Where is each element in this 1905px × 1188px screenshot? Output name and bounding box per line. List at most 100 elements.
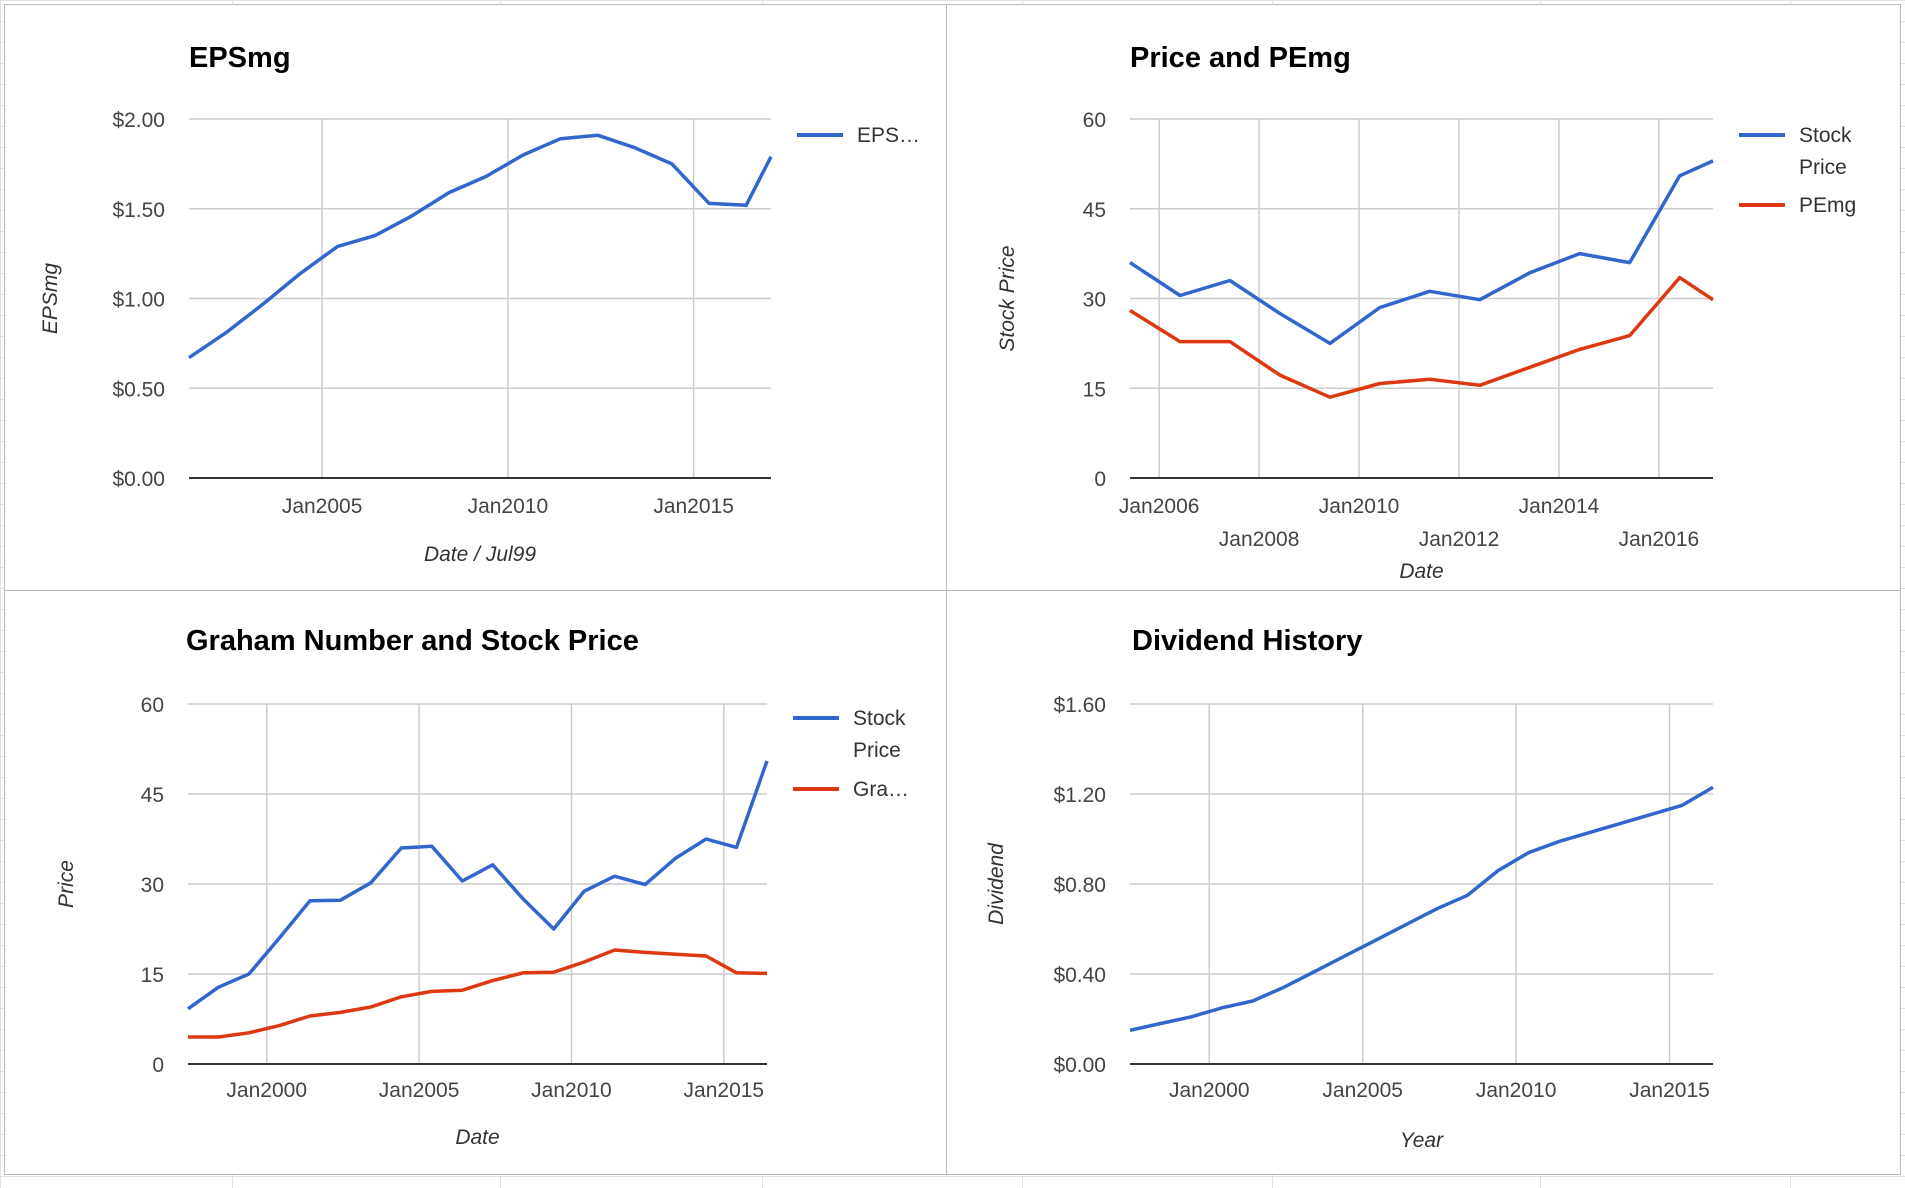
x-tick-label: Jan2008 xyxy=(1219,528,1300,551)
legend-label[interactable]: PEmg xyxy=(1799,194,1856,217)
data-point xyxy=(335,244,339,248)
y-tick-label: $0.00 xyxy=(112,468,165,491)
data-point xyxy=(1373,938,1377,942)
data-point xyxy=(595,133,599,137)
data-point xyxy=(247,1031,251,1035)
y-axis-title: Dividend xyxy=(985,842,1008,925)
chart-panel-epsmg[interactable]: EPSmg $0.00 $0.50 $1.00 $1.50 $2.00 Jan2005 Jan… xyxy=(4,4,948,592)
y-tick-label: $1.60 xyxy=(1053,694,1106,717)
series-line xyxy=(188,133,773,360)
data-point xyxy=(1578,347,1582,351)
data-point xyxy=(1378,381,1382,385)
data-point xyxy=(1228,339,1232,343)
data-point xyxy=(765,759,769,763)
chart-panel-price-and-pemg[interactable]: Price and PEmg 0 15 30 45 60 Jan2006 Jan2008 Jan… xyxy=(946,4,1901,592)
data-point xyxy=(338,1010,342,1014)
y-tick-label: 60 xyxy=(141,694,164,717)
x-tick-label: Jan2010 xyxy=(468,495,549,518)
chart-panel-dividend-history[interactable]: Dividend History $0.00 $0.40 $0.80 $1.20 $1.6… xyxy=(946,590,1901,1175)
x-tick-label: Jan2010 xyxy=(1476,1079,1557,1102)
legend-label-line: Stock xyxy=(853,707,906,730)
x-axis-title: Date xyxy=(1399,560,1443,583)
y-tick-label: $2.00 xyxy=(112,109,165,132)
chart-panel-graham-number[interactable]: Graham Number and Stock Price 0 15 30 45 60 Ja… xyxy=(4,590,948,1175)
data-point xyxy=(1628,260,1632,264)
y-tick-label: 45 xyxy=(141,784,164,807)
data-point xyxy=(261,302,265,306)
y-axis-title: Stock Price xyxy=(996,245,1019,351)
y-tick-label: 30 xyxy=(1083,289,1106,312)
data-point xyxy=(558,137,562,141)
x-tick-label: Jan2010 xyxy=(531,1079,612,1102)
data-point xyxy=(1711,298,1715,302)
series-line xyxy=(1129,785,1714,1033)
data-point xyxy=(1478,383,1482,387)
y-tick-label: $1.00 xyxy=(112,289,165,312)
data-point xyxy=(308,1014,312,1018)
data-point xyxy=(1159,1021,1163,1025)
data-point xyxy=(1528,365,1532,369)
data-point xyxy=(399,995,403,999)
data-point xyxy=(643,882,647,886)
data-point xyxy=(1528,271,1532,275)
data-point xyxy=(338,898,342,902)
data-point xyxy=(673,952,677,956)
data-point xyxy=(1557,839,1561,843)
data-point xyxy=(1527,850,1531,854)
legend-label[interactable]: Stock Price xyxy=(1799,124,1852,179)
x-tick-label: Jan2015 xyxy=(684,1079,765,1102)
series-line xyxy=(1129,159,1714,346)
x-tick-label: Jan2005 xyxy=(282,495,363,518)
x-tick-label: Jan2005 xyxy=(1322,1079,1403,1102)
data-point xyxy=(1328,341,1332,345)
data-point xyxy=(1649,812,1653,816)
data-point xyxy=(1178,293,1182,297)
y-tick-label: 0 xyxy=(1094,468,1106,491)
data-point xyxy=(552,927,556,931)
data-point xyxy=(247,972,251,976)
chart-title: Dividend History xyxy=(1132,625,1362,657)
data-point xyxy=(369,881,373,885)
x-tick-label: Jan2005 xyxy=(379,1079,460,1102)
legend-label-line: Stock xyxy=(1799,124,1852,147)
data-point xyxy=(1628,333,1632,337)
data-point xyxy=(460,988,464,992)
legend-label[interactable]: Stock Price xyxy=(853,707,906,762)
series-line xyxy=(1129,275,1714,399)
data-point xyxy=(1251,999,1255,1003)
y-tick-label: $1.20 xyxy=(1053,784,1106,807)
y-tick-label: 30 xyxy=(141,874,164,897)
x-tick-label: Jan2006 xyxy=(1119,495,1200,518)
data-point xyxy=(612,948,616,952)
data-point xyxy=(1428,289,1432,293)
data-point xyxy=(369,1005,373,1009)
x-tick-label: Jan2010 xyxy=(1319,495,1400,518)
y-tick-label: $0.40 xyxy=(1053,964,1106,987)
data-point xyxy=(765,971,769,975)
data-point xyxy=(1588,830,1592,834)
chart-epsmg: EPSmg $0.00 $0.50 $1.00 $1.50 $2.00 Jan2005 Jan… xyxy=(39,42,920,566)
data-point xyxy=(1678,275,1682,279)
data-point xyxy=(1496,868,1500,872)
x-axis-title: Date / Jul99 xyxy=(424,543,536,566)
legend-label[interactable]: Gra… xyxy=(853,778,909,801)
x-tick-label: Jan2012 xyxy=(1419,528,1500,551)
data-point xyxy=(1711,159,1715,163)
chart-title: Graham Number and Stock Price xyxy=(186,625,639,657)
data-point xyxy=(308,899,312,903)
data-point xyxy=(707,201,711,205)
data-point xyxy=(224,330,228,334)
x-axis-title: Date xyxy=(455,1126,499,1149)
data-point xyxy=(216,1035,220,1039)
y-tick-label: $0.80 xyxy=(1053,874,1106,897)
data-point xyxy=(521,897,525,901)
chart-graham-number: Graham Number and Stock Price 0 15 30 45 60 Ja… xyxy=(55,625,909,1149)
data-point xyxy=(582,889,586,893)
series-line xyxy=(186,760,769,1011)
y-tick-label: $0.00 xyxy=(1053,1054,1106,1077)
data-point xyxy=(744,203,748,207)
data-point xyxy=(277,936,281,940)
data-point xyxy=(1378,305,1382,309)
legend-label[interactable]: EPS… xyxy=(857,124,920,147)
x-axis-title: Year xyxy=(1400,1129,1444,1152)
